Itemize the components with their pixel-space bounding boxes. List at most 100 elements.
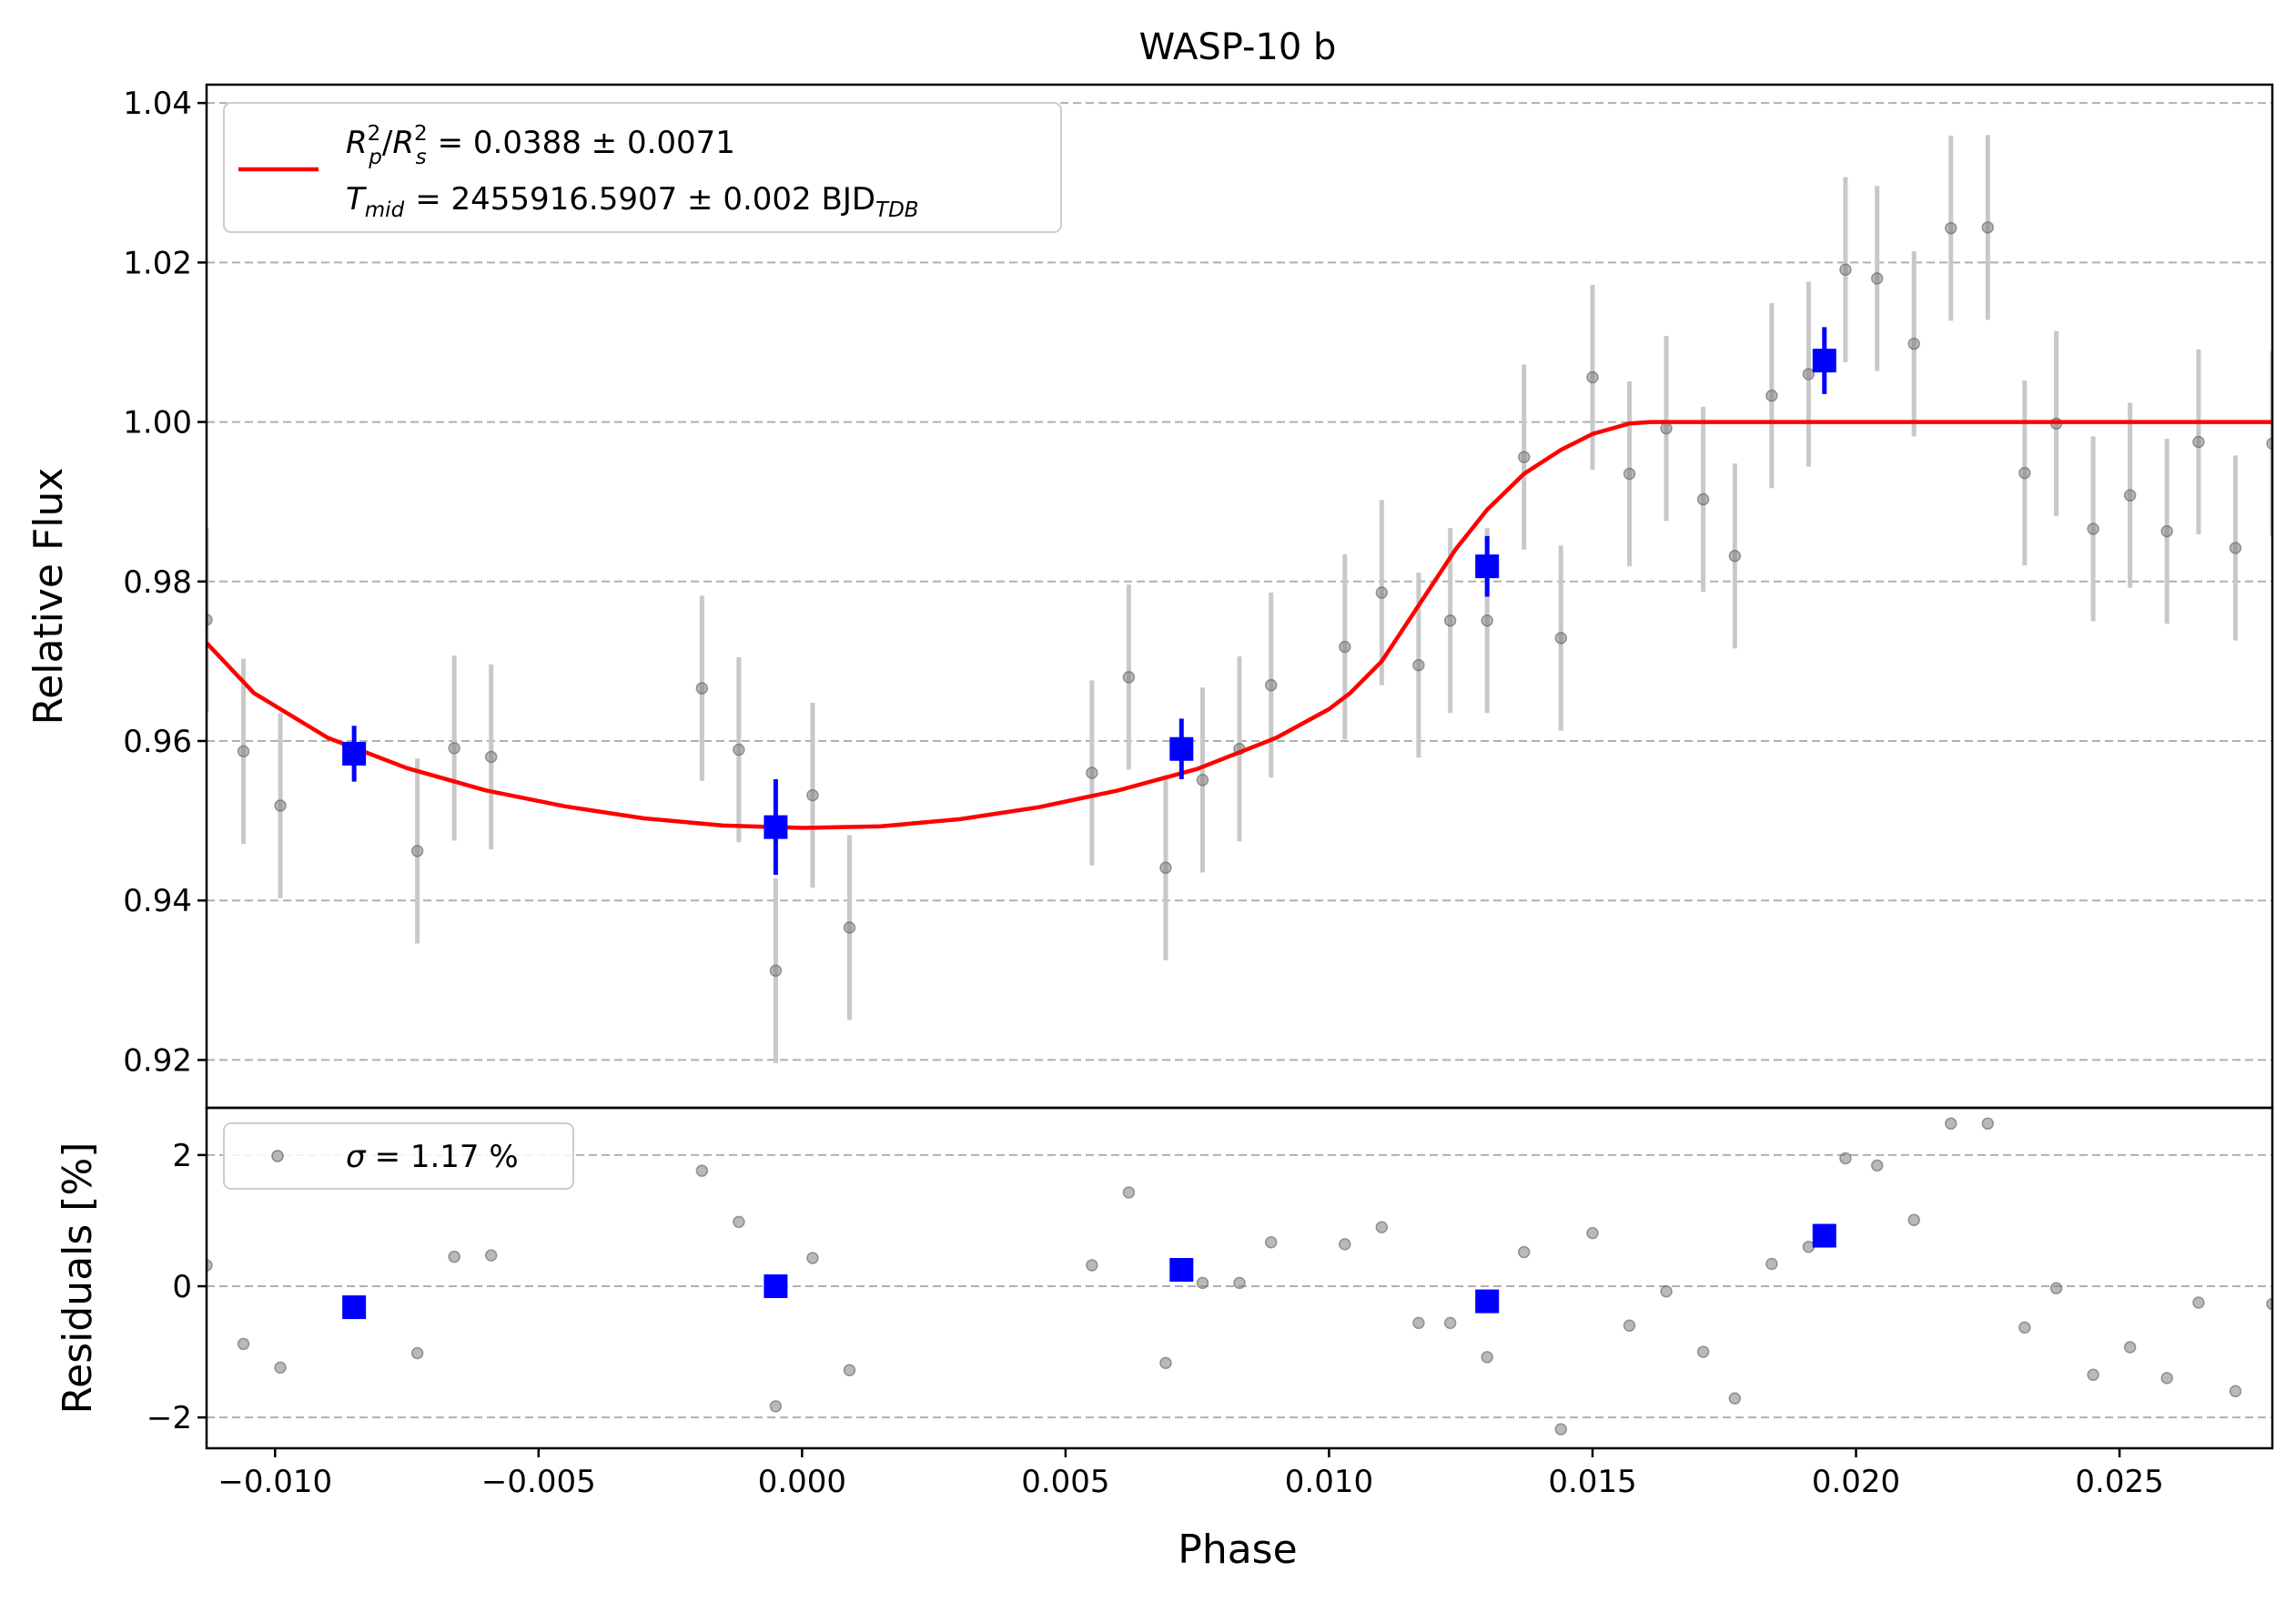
residual-point [1086,1259,1098,1272]
x-tick-label: 0.010 [1285,1464,1373,1500]
data-point [2018,466,2031,480]
residual-point [237,1337,250,1351]
residual-point [1375,1221,1389,1233]
data-point [1586,370,1599,384]
data-point [1086,766,1098,779]
residual-point [1728,1392,1742,1405]
residual-point [2192,1296,2205,1309]
data-point [1443,614,1457,627]
top-y-tick-label: 1.00 [123,405,192,441]
data-point [274,799,287,812]
residual-point [806,1252,819,1264]
residual-point [1623,1319,1636,1332]
top-y-axis-label: Relative Flux [25,468,72,725]
data-point [843,921,856,934]
binned-point [1812,349,1836,373]
residual-point [2266,1297,2272,1311]
bottom-y-tick-label: 0 [172,1269,192,1305]
legend-tmid: Tmid = 2455916.5907 ± 0.002 BJDTDB [346,181,919,222]
data-point [769,964,783,978]
x-tick-label: −0.010 [217,1464,332,1500]
x-tick-label: 0.015 [1548,1464,1636,1500]
binned-point [1169,736,1194,761]
residual-point [2229,1385,2242,1398]
legend-slash: / [382,125,393,161]
data-point [2087,522,2099,535]
top-legend: R2 p/R2 s = 0.0388 ± 0.0071 Tmid = 2455916.5… [223,102,1062,233]
residual-point [1660,1285,1673,1298]
legend-tmid-sub: mid [365,198,405,222]
residual-point [1517,1245,1531,1259]
bottom-panel-marks [207,1117,2272,1436]
residual-point [410,1346,424,1360]
bottom-legend-marker [271,1150,284,1162]
residual-point [1839,1152,1852,1165]
residual-point [1981,1117,1995,1131]
data-point [1159,861,1172,875]
data-point [237,745,250,758]
data-point [1802,368,1816,380]
residual-point [1870,1159,1884,1172]
bottom-y-tick-label: 2 [172,1138,192,1174]
legend-rs-sup: 2 [414,122,428,146]
data-point [2192,435,2205,449]
residual-point [2049,1282,2063,1294]
data-point [1696,492,1710,506]
x-tick-label: −0.005 [481,1464,596,1500]
residual-point [1765,1257,1778,1271]
legend-rp-sub: p [368,146,382,169]
data-point [1623,467,1636,481]
data-point [1945,221,1957,235]
residual-point [769,1400,783,1413]
binned-point [1475,554,1500,579]
binned-point [764,815,788,839]
data-point [1660,421,1673,435]
data-point [1264,678,1278,692]
residual-point [1233,1276,1246,1290]
data-point [1412,659,1425,672]
x-tick-label: 0.005 [1021,1464,1109,1500]
residual-point [207,1259,213,1272]
residual-point [1443,1316,1457,1330]
residual-point [2018,1321,2031,1334]
data-point [448,742,460,755]
legend-sigma-symbol: σ [346,1139,367,1175]
binned-residual-point [764,1274,788,1299]
top-legend-box [223,102,1062,233]
data-point [207,614,213,626]
data-point [1375,586,1389,599]
residual-point [733,1215,745,1229]
data-point [484,750,498,764]
residual-point [484,1249,498,1262]
data-point [2160,524,2173,538]
legend-rs-symbol: R [392,125,414,161]
residual-point [2123,1341,2137,1354]
data-point [1765,389,1778,402]
bottom-legend: σ = 1.17 % [223,1122,574,1190]
binned-residual-point [1812,1223,1836,1248]
data-point [2266,437,2272,450]
residual-point [843,1364,856,1376]
legend-radius-ratio: R2 p/R2 s = 0.0388 ± 0.0071 [346,122,735,169]
residual-point [1412,1316,1425,1330]
bottom-panel-frame [205,1106,2274,1450]
residual-point [695,1164,709,1177]
data-point [2229,542,2242,554]
binned-point [342,742,367,766]
top-y-tick-label: 1.02 [123,245,192,281]
x-tick-label: 0.020 [1812,1464,1900,1500]
residual-point [1339,1238,1351,1251]
binned-residual-point [1169,1257,1194,1282]
data-point [1839,263,1852,276]
top-y-tick-label: 0.96 [123,724,192,760]
legend-radius-value: = 0.0388 ± 0.0071 [438,125,735,161]
residual-point [1159,1356,1172,1370]
top-y-tick-label: 0.98 [123,564,192,601]
top-y-tick-label: 0.94 [123,883,192,919]
chart-title: WASP-10 b [1139,26,1337,68]
data-point [1122,671,1136,684]
bottom-legend-box [223,1122,574,1190]
legend-rp-symbol: R [346,125,368,161]
binned-residual-point [342,1295,367,1320]
data-point [2123,489,2137,502]
